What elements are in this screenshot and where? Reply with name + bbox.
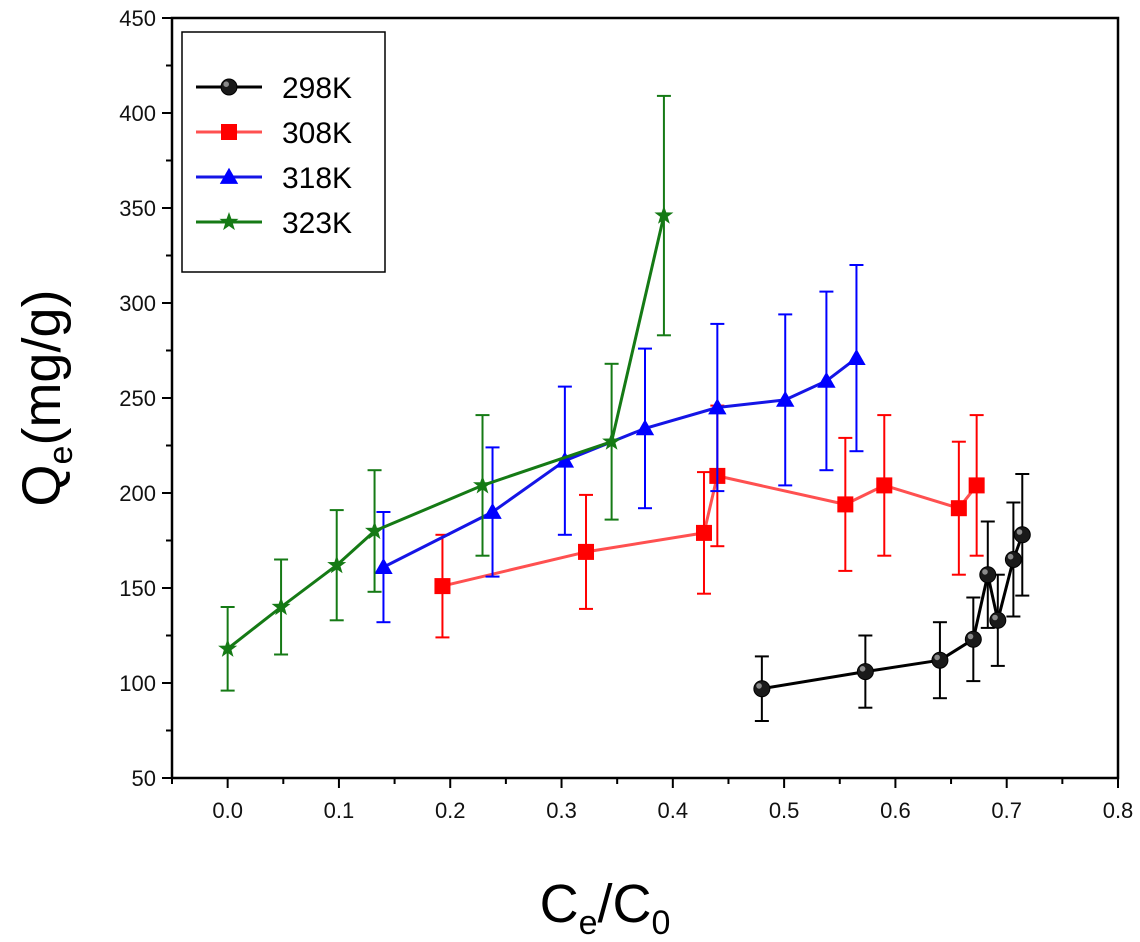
legend-marker — [219, 167, 239, 184]
series-298K — [753, 473, 1031, 722]
legend-marker — [220, 78, 238, 96]
y-axis-title: Qe(mg/g) — [12, 290, 80, 507]
data-point-298K-highlight — [992, 614, 998, 621]
legend-label: 318K — [282, 162, 352, 195]
data-point-323K — [365, 521, 385, 540]
data-point-318K — [483, 502, 502, 519]
legend-label: 298K — [282, 72, 352, 105]
data-point-323K — [602, 431, 622, 450]
legend-label: 323K — [282, 207, 352, 240]
data-point-298K-highlight — [967, 633, 974, 640]
y-tick-label: 350 — [119, 196, 156, 221]
data-point-308K — [434, 578, 451, 595]
data-point-318K — [708, 398, 727, 415]
data-point-298K — [989, 611, 1007, 629]
y-tick-label: 100 — [119, 671, 156, 696]
data-point-298K — [1004, 551, 1022, 568]
series-318K — [374, 264, 866, 624]
data-point-323K — [271, 597, 291, 616]
x-tick-label: 0.2 — [435, 798, 466, 823]
series-line-308K — [442, 474, 978, 588]
series-line-298K — [761, 534, 1024, 691]
data-point-318K — [776, 390, 795, 407]
x-axis-title-sub2: 0 — [652, 904, 671, 942]
data-point-298K-highlight — [1016, 529, 1023, 535]
data-point-298K — [1013, 526, 1031, 544]
y-tick-label: 450 — [119, 6, 156, 31]
series-layer — [218, 94, 1031, 722]
x-tick-label: 0.3 — [546, 798, 577, 823]
data-point-298K-highlight — [1007, 553, 1014, 560]
data-point-298K — [979, 566, 997, 584]
data-point-298K — [856, 663, 874, 681]
data-point-298K-highlight — [982, 569, 988, 575]
x-axis-title-mid: /C — [598, 874, 652, 934]
y-axis-title-main: Q — [12, 464, 72, 506]
x-tick-label: 0.1 — [324, 798, 355, 823]
x-tick-label: 0.0 — [212, 798, 243, 823]
data-point-298K-highlight — [859, 666, 866, 672]
data-point-298K — [964, 630, 982, 648]
y-axis: 50 100 150 200 250 300 350 400 450 — [119, 6, 172, 791]
data-point-318K — [847, 348, 866, 365]
data-point-308K — [578, 543, 595, 560]
y-tick-label: 50 — [132, 766, 156, 791]
y-axis-title-rest: (mg/g) — [12, 290, 72, 446]
data-point-308K — [695, 524, 712, 541]
x-tick-label: 0.8 — [1103, 798, 1134, 823]
x-axis-title-main: C — [540, 874, 579, 934]
data-point-323K — [654, 205, 674, 224]
y-tick-label: 250 — [119, 386, 156, 411]
legend: 298K 308K 318K 323K — [181, 31, 386, 273]
legend-label: 308K — [282, 117, 352, 150]
data-point-323K — [218, 638, 238, 657]
legend-item-298K: 298K — [196, 72, 352, 105]
legend-marker-highlight — [223, 81, 229, 87]
x-tick-label: 0.4 — [658, 798, 689, 823]
x-tick-label: 0.7 — [991, 798, 1022, 823]
series-323K — [218, 94, 674, 692]
data-point-323K — [327, 555, 347, 574]
y-tick-label: 150 — [119, 576, 156, 601]
data-point-298K-highlight — [756, 683, 762, 689]
series-308K — [434, 404, 985, 639]
data-point-298K-highlight — [934, 654, 940, 661]
x-tick-label: 0.5 — [769, 798, 800, 823]
x-tick-label: 0.6 — [880, 798, 911, 823]
y-tick-label: 300 — [119, 291, 156, 316]
x-axis: 0.0 0.1 0.2 0.3 0.4 0.5 0.6 0.7 0.8 — [171, 778, 1134, 823]
legend-marker — [221, 124, 237, 140]
legend-box — [181, 31, 386, 273]
data-point-318K — [374, 557, 393, 574]
data-point-308K — [950, 500, 967, 517]
legend-item-308K: 308K — [196, 117, 352, 150]
data-point-318K — [635, 419, 655, 436]
y-tick-label: 200 — [119, 481, 156, 506]
x-axis-title: Ce/C0 — [540, 874, 671, 942]
legend-item-323K: 323K — [196, 207, 352, 240]
y-axis-title-sub: e — [42, 446, 80, 465]
data-point-323K — [473, 475, 492, 494]
y-tick-label: 400 — [119, 101, 156, 126]
data-point-308K — [837, 496, 854, 513]
legend-marker — [219, 212, 239, 231]
data-point-308K — [968, 477, 985, 494]
data-point-318K — [817, 371, 836, 388]
legend-item-318K: 318K — [196, 162, 352, 195]
data-point-298K — [753, 680, 771, 698]
x-axis-title-sub1: e — [579, 904, 598, 942]
data-point-318K — [555, 451, 575, 468]
data-point-298K — [931, 651, 949, 669]
data-point-308K — [876, 477, 893, 494]
